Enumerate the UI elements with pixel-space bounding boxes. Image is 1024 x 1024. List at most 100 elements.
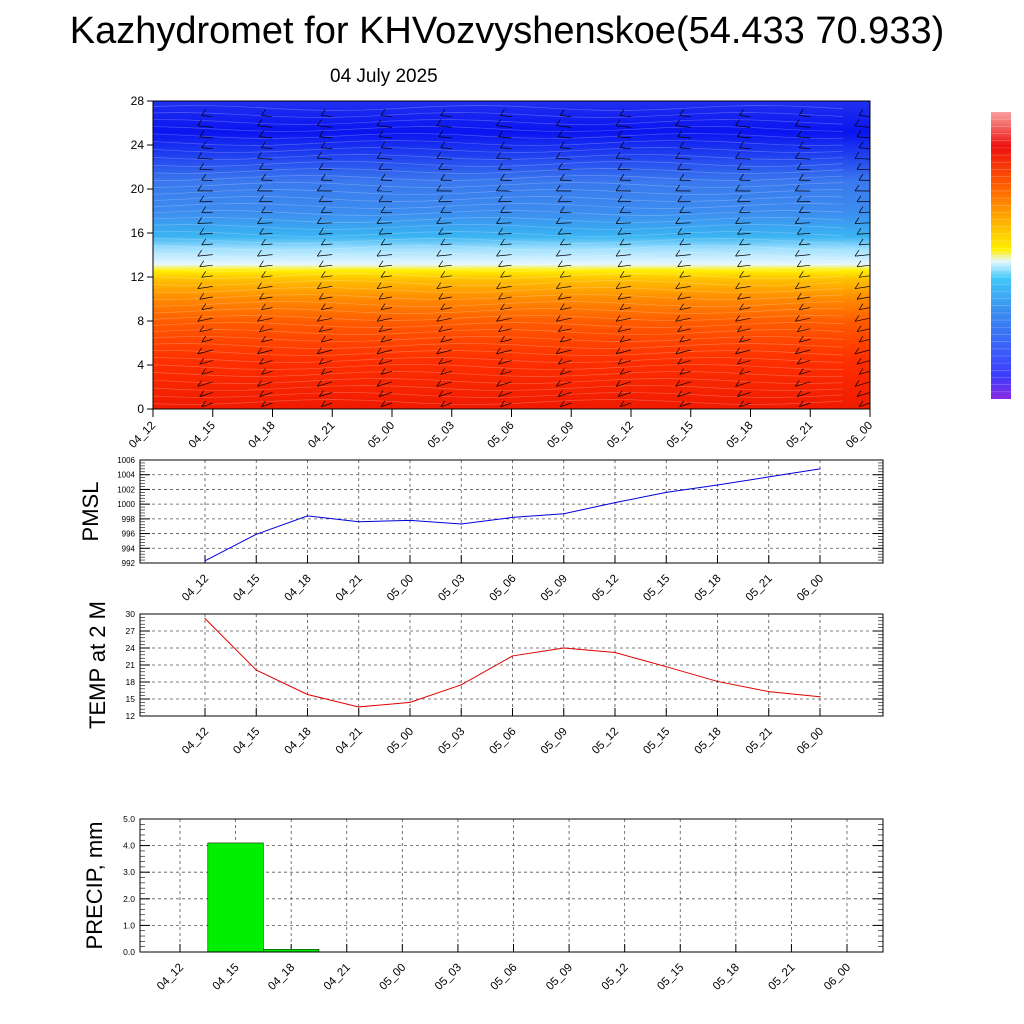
wind-barb bbox=[321, 147, 333, 149]
wind-barb bbox=[558, 233, 572, 235]
wind-barb-flag bbox=[257, 282, 262, 289]
wind-barb-flag bbox=[259, 228, 264, 235]
wind-barb-flag bbox=[436, 152, 442, 159]
contour-line bbox=[153, 266, 844, 272]
wind-barb-flag bbox=[142, 336, 146, 342]
wind-barb-flag bbox=[557, 293, 563, 300]
wind-barb bbox=[319, 296, 333, 300]
wind-barb bbox=[677, 392, 691, 397]
wind-barb bbox=[677, 233, 691, 235]
wind-barb bbox=[376, 222, 393, 224]
wind-barb-flag bbox=[796, 293, 802, 300]
wind-barb bbox=[317, 286, 333, 290]
wind-barb bbox=[378, 264, 393, 268]
wind-barb bbox=[799, 147, 811, 149]
wind-barb-flag bbox=[318, 357, 324, 365]
wind-barb-flag bbox=[675, 217, 681, 224]
wind-barb bbox=[197, 157, 213, 160]
wind-barb-flag bbox=[619, 238, 625, 246]
wind-barb bbox=[498, 264, 512, 268]
wind-barb bbox=[737, 233, 751, 235]
wind-barb-flag bbox=[739, 400, 744, 407]
contour-line bbox=[153, 203, 844, 209]
wind-barb-flag bbox=[140, 131, 144, 137]
wind-barb-flag bbox=[257, 249, 262, 257]
wind-barb-flag bbox=[737, 163, 742, 170]
wind-barb-flag bbox=[615, 282, 621, 289]
wind-barb-flag bbox=[737, 195, 742, 202]
wind-barb-flag bbox=[257, 315, 262, 322]
wind-barb bbox=[321, 275, 333, 278]
contour-line bbox=[153, 301, 844, 307]
wind-barb-flag bbox=[675, 152, 681, 159]
wind-barb bbox=[797, 360, 811, 365]
wind-barb-flag bbox=[677, 130, 683, 137]
wind-barb-flag bbox=[316, 315, 322, 322]
wind-barb bbox=[440, 243, 452, 246]
wind-barb bbox=[153, 339, 154, 340]
wind-barb-flag bbox=[559, 238, 565, 246]
wind-barb bbox=[436, 349, 452, 355]
wind-barb-flag bbox=[677, 293, 683, 300]
wind-barb bbox=[259, 392, 273, 397]
wind-barb-flag bbox=[201, 173, 207, 181]
wind-barb-flag bbox=[737, 130, 742, 137]
wind-barb bbox=[619, 243, 632, 246]
wind-barb bbox=[735, 317, 751, 322]
wind-barb-flag bbox=[679, 400, 685, 407]
wind-barb-flag bbox=[617, 130, 623, 137]
wind-barb-flag bbox=[142, 304, 146, 310]
wind-barb-flag bbox=[679, 109, 685, 116]
wind-barb bbox=[500, 402, 512, 408]
wind-barb bbox=[560, 402, 572, 408]
wind-barb bbox=[854, 286, 870, 290]
contour-line bbox=[153, 385, 844, 391]
wind-barb-flag bbox=[376, 347, 382, 355]
wind-barb-flag bbox=[318, 130, 324, 137]
wind-barb bbox=[261, 402, 273, 408]
wind-barb bbox=[856, 233, 870, 235]
wind-barb-flag bbox=[261, 109, 266, 116]
wind-barb bbox=[319, 168, 333, 171]
wind-barb-flag bbox=[557, 325, 563, 332]
wind-barb bbox=[856, 168, 870, 171]
wind-barb-flag bbox=[199, 163, 205, 170]
wind-barb bbox=[496, 157, 512, 160]
wind-barb-flag bbox=[436, 282, 442, 289]
wind-barb-flag bbox=[440, 400, 446, 407]
wind-barb-flag bbox=[197, 184, 203, 192]
wind-barb-flag bbox=[856, 163, 862, 170]
contour-line bbox=[153, 112, 844, 118]
wind-barb-flag bbox=[794, 282, 800, 289]
x-tick-label: 05_18 bbox=[725, 420, 756, 451]
wind-barb-flag bbox=[380, 238, 386, 246]
wind-barb-flag bbox=[500, 400, 505, 407]
wind-barb bbox=[797, 168, 811, 171]
wind-barb-flag bbox=[679, 238, 685, 246]
wind-barb-flag bbox=[617, 293, 623, 300]
wind-barb bbox=[496, 254, 512, 257]
wind-barb bbox=[436, 317, 452, 322]
wind-barb bbox=[615, 222, 632, 224]
wind-barb bbox=[556, 286, 572, 290]
wind-barb bbox=[321, 339, 333, 343]
wind-barb bbox=[556, 254, 572, 257]
colorbar bbox=[991, 112, 1011, 399]
wind-barb-flag bbox=[796, 325, 802, 332]
x-tick-label: 06_00 bbox=[844, 420, 875, 451]
wind-barb-flag bbox=[320, 303, 326, 310]
wind-barb-flag bbox=[380, 173, 386, 181]
wind-barb-flag bbox=[496, 315, 501, 322]
wind-barb bbox=[799, 115, 811, 118]
wind-barb-flag bbox=[496, 184, 501, 192]
wind-barb-flag bbox=[378, 390, 384, 397]
wind-barb bbox=[795, 157, 811, 160]
wind-barb bbox=[498, 328, 512, 333]
wind-barb-flag bbox=[201, 109, 207, 116]
wind-barb-flag bbox=[559, 335, 565, 343]
wind-barb bbox=[617, 264, 632, 268]
wind-barb-flag bbox=[617, 390, 623, 397]
wind-barb-flag bbox=[854, 217, 860, 224]
wind-barb-flag bbox=[376, 217, 382, 224]
wind-barb bbox=[675, 286, 691, 290]
